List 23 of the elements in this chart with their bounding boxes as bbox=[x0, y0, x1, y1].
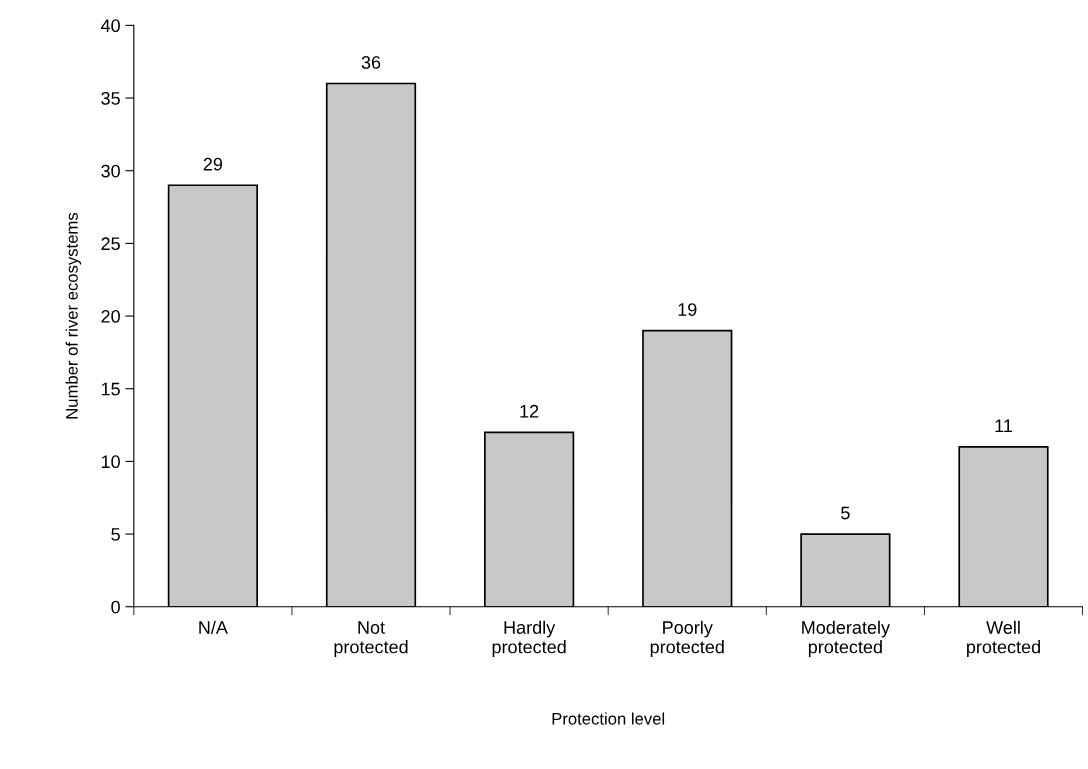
y-tick-label: 15 bbox=[101, 382, 120, 396]
x-tick-label: Hardly protected bbox=[492, 620, 566, 657]
data-label: 12 bbox=[520, 404, 539, 418]
y-tick-label: 0 bbox=[111, 600, 120, 614]
y-tick-label: 40 bbox=[100, 19, 120, 33]
y-tick-label: 20 bbox=[101, 309, 120, 323]
y-tick-label: 35 bbox=[101, 91, 120, 105]
x-axis-title: Protection level bbox=[552, 712, 665, 725]
y-tick-label: 25 bbox=[101, 237, 120, 251]
data-label: 19 bbox=[678, 303, 697, 316]
y-tick-label: 10 bbox=[101, 455, 120, 469]
x-tick-label: Poorly protected bbox=[650, 620, 724, 657]
data-label: 36 bbox=[361, 56, 381, 69]
x-tick-label: Not protected bbox=[334, 621, 408, 657]
x-tick-label: Well protected bbox=[967, 620, 1040, 657]
y-axis-title: Number of river ecosystems bbox=[65, 212, 82, 419]
x-tick-label: N/A bbox=[199, 620, 228, 634]
data-label: 11 bbox=[995, 419, 1012, 433]
y-tick-label: 30 bbox=[101, 164, 120, 178]
data-label: 29 bbox=[203, 157, 223, 171]
data-label: 5 bbox=[841, 506, 850, 520]
y-tick-label: 5 bbox=[111, 528, 120, 541]
x-tick-label: Moderately protected bbox=[802, 620, 890, 657]
